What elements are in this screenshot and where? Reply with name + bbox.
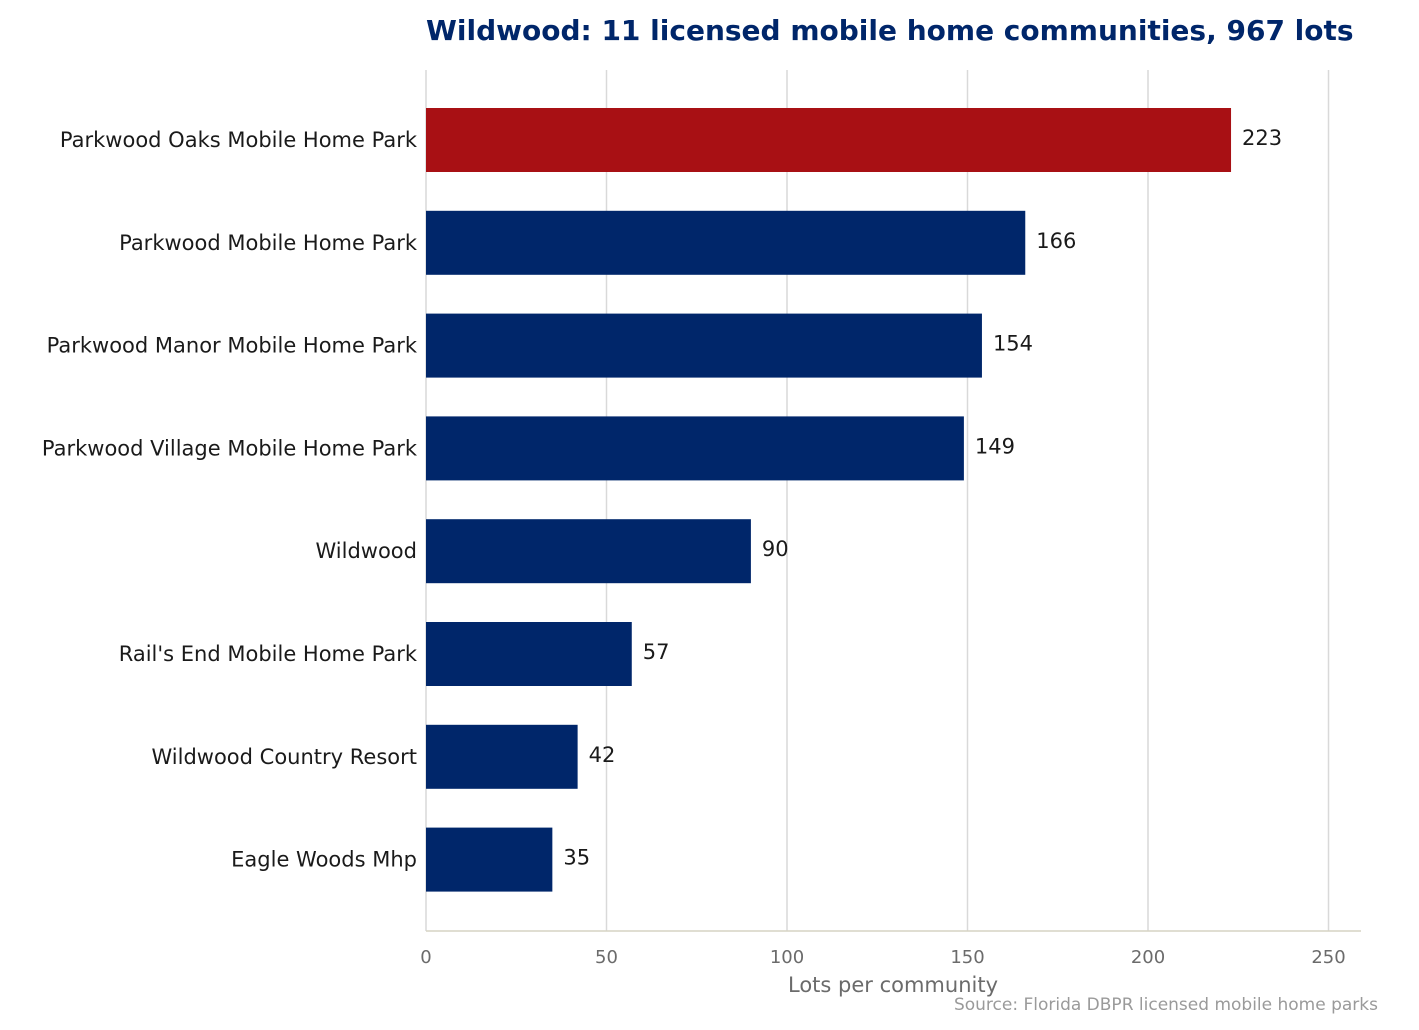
bar (426, 313, 982, 378)
value-label: 149 (975, 434, 1015, 458)
category-label: Wildwood Country Resort (151, 745, 417, 769)
category-label: Parkwood Village Mobile Home Park (42, 436, 418, 460)
bar (426, 622, 632, 686)
bar (426, 108, 1232, 172)
category-labels: Parkwood Oaks Mobile Home Park Parkwood M… (42, 128, 418, 872)
category-label: Eagle Woods Mhp (231, 848, 417, 872)
category-label: Rail's End Mobile Home Park (119, 642, 418, 666)
value-label: 35 (563, 846, 590, 870)
bar (426, 416, 964, 481)
chart-title: Wildwood: 11 licensed mobile home commun… (426, 14, 1354, 47)
bar (426, 724, 578, 789)
x-tick-label: 250 (1311, 947, 1345, 968)
x-tick-label: 150 (950, 947, 984, 968)
category-label: Wildwood (315, 539, 417, 563)
category-label: Parkwood Oaks Mobile Home Park (60, 128, 418, 152)
category-label: Parkwood Mobile Home Park (119, 231, 418, 255)
value-label: 90 (762, 537, 789, 561)
x-axis-ticks: 0 50 100 150 200 250 (420, 947, 1345, 968)
value-label: 223 (1242, 126, 1282, 150)
category-label: Parkwood Manor Mobile Home Park (47, 334, 418, 358)
x-axis-title: Lots per community (788, 973, 998, 997)
bar (426, 827, 553, 892)
bar (426, 210, 1026, 275)
value-label: 166 (1036, 229, 1076, 253)
grid-lines (425, 70, 1330, 931)
value-labels: 223 166 154 149 90 57 42 35 (563, 126, 1282, 870)
value-label: 42 (589, 743, 616, 767)
x-tick-label: 50 (595, 947, 618, 968)
source-note: Source: Florida DBPR licensed mobile hom… (954, 995, 1378, 1015)
bars (426, 108, 1232, 892)
bar (426, 519, 751, 584)
x-tick-label: 200 (1131, 947, 1165, 968)
x-tick-label: 100 (770, 947, 804, 968)
value-label: 57 (643, 640, 670, 664)
x-tick-label: 0 (420, 947, 431, 968)
value-label: 154 (993, 332, 1033, 356)
